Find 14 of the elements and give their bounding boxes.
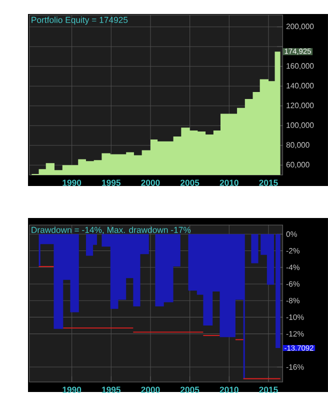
x-tick-label: 2010 [220, 386, 238, 393]
x-tick-label: 1995 [102, 386, 121, 393]
x-tick-label: 1990 [62, 180, 82, 186]
x-tick-label: 2015 [259, 386, 278, 393]
x-tick-label: 1995 [102, 180, 121, 186]
x-tick-label: 2005 [180, 180, 200, 186]
chart-title: Drawdown = -14%, Max. drawdown -17% [32, 226, 191, 234]
x-tick-label: 2000 [141, 386, 160, 393]
chart-title: Portfolio Equity = 174925 [32, 16, 128, 25]
x-tick-label: 2000 [141, 180, 160, 186]
x-tick-label: 2015 [259, 180, 278, 186]
x-tick-label: 1990 [62, 386, 82, 393]
x-tick-label: 2010 [220, 180, 238, 186]
x-tick-label: 2005 [180, 386, 200, 393]
